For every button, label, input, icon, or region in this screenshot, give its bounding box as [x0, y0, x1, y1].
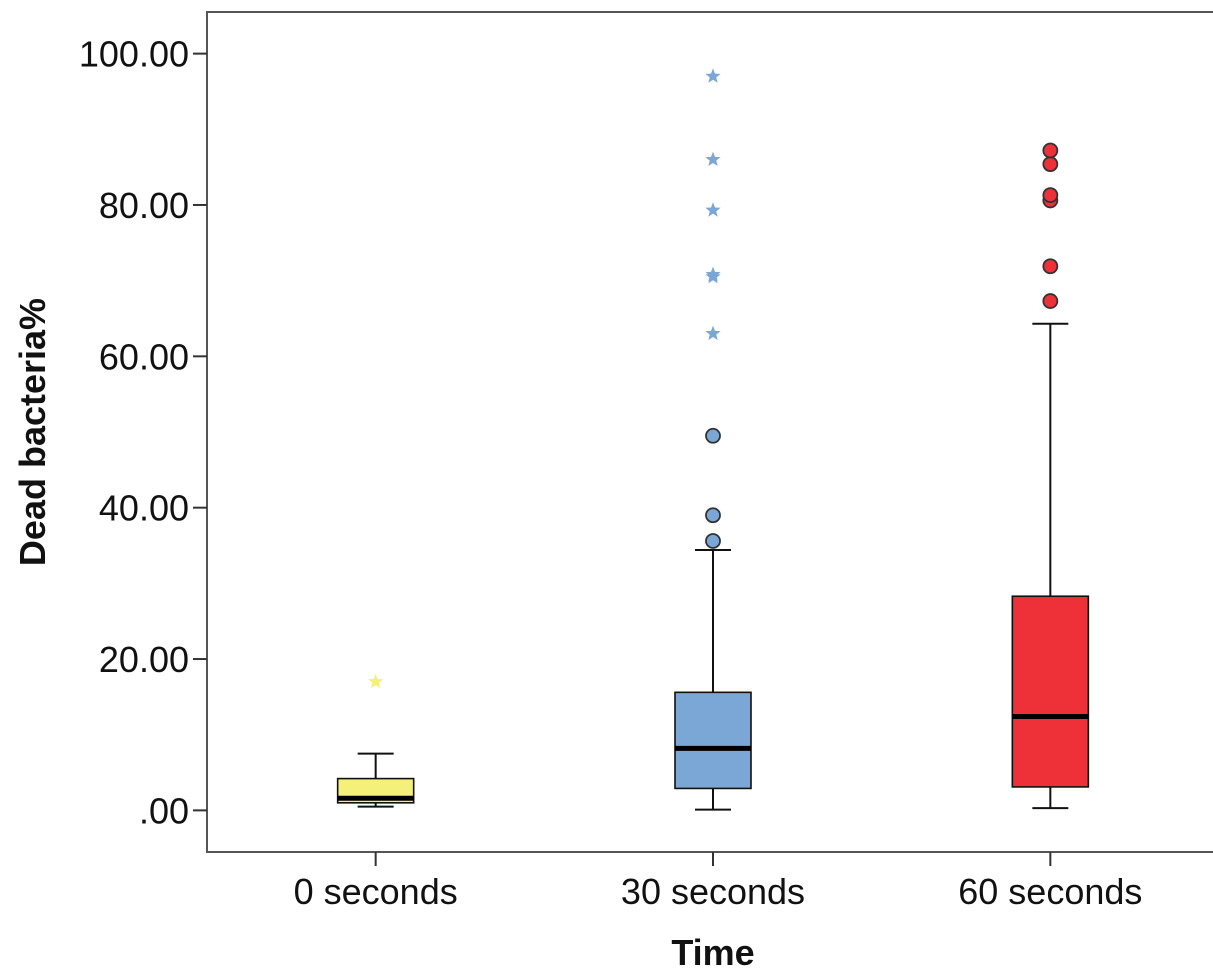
box-iqr [1011, 595, 1090, 788]
box-group [336, 673, 415, 808]
box-group [674, 68, 752, 811]
boxes [336, 68, 1090, 811]
extreme-point [368, 673, 384, 689]
extreme-point [705, 68, 721, 83]
y-tick-label: 80.00 [99, 185, 189, 226]
y-tick-label: 20.00 [99, 639, 189, 680]
box-group [1011, 142, 1090, 810]
x-axis: 0 seconds 30 seconds 60 seconds [294, 852, 1142, 912]
x-tick-label: 0 seconds [294, 871, 458, 912]
box-iqr [674, 691, 752, 790]
y-tick-label: 100.00 [79, 34, 189, 75]
outlier-point [1042, 142, 1059, 159]
x-tick-label: 30 seconds [621, 871, 805, 912]
extreme-point [705, 151, 721, 167]
outlier-point [1042, 156, 1059, 173]
extreme-point [705, 202, 721, 217]
outlier-point [705, 533, 721, 549]
y-tick-label: .00 [139, 790, 189, 831]
outlier-point [1042, 258, 1059, 275]
y-axis: .00 20.00 40.00 60.00 80.00 100.00 [79, 34, 207, 831]
outlier-point [705, 427, 721, 444]
extreme-point [705, 325, 721, 341]
y-tick-label: 60.00 [99, 336, 189, 377]
extreme-point [705, 266, 721, 282]
x-tick-label: 60 seconds [958, 871, 1142, 912]
y-axis-title: Dead bacteria% [12, 298, 53, 566]
y-tick-label: 40.00 [99, 488, 189, 529]
outlier-point [1042, 293, 1059, 309]
x-axis-title: Time [671, 932, 754, 973]
outlier-point [1042, 187, 1059, 204]
outlier-point [705, 507, 721, 524]
